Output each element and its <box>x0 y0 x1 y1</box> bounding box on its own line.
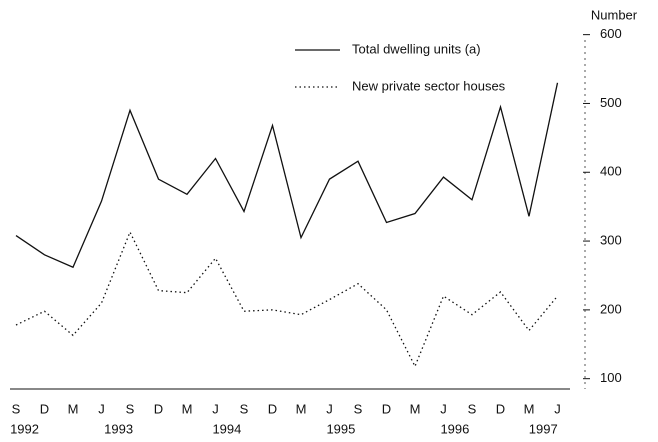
x-tick-label: M <box>182 401 193 416</box>
y-tick-label: 100 <box>600 370 622 385</box>
x-tick-label: M <box>68 401 79 416</box>
x-tick-label: D <box>154 401 163 416</box>
x-tick-label: J <box>326 401 333 416</box>
x-tick-label: D <box>40 401 49 416</box>
y-tick-label: 400 <box>600 164 622 179</box>
x-tick-label: D <box>496 401 505 416</box>
series-line <box>15 230 559 368</box>
series-line <box>15 82 559 269</box>
legend-label: New private sector houses <box>352 78 506 93</box>
year-label: 1992 <box>10 421 39 436</box>
x-tick-label: M <box>410 401 421 416</box>
x-tick-label: S <box>240 401 249 416</box>
year-label: 1994 <box>212 421 241 436</box>
year-label: 1996 <box>440 421 469 436</box>
x-tick-label: M <box>296 401 307 416</box>
x-tick-label: S <box>12 401 21 416</box>
x-tick-label: D <box>382 401 391 416</box>
x-tick-label: J <box>440 401 447 416</box>
year-label: 1993 <box>104 421 133 436</box>
y-tick-label: 200 <box>600 301 622 316</box>
year-label: 1997 <box>529 421 558 436</box>
x-tick-label: S <box>468 401 477 416</box>
y-tick-label: 300 <box>600 233 622 248</box>
x-tick-label: J <box>98 401 105 416</box>
x-tick-label: J <box>212 401 219 416</box>
legend-label: Total dwelling units (a) <box>352 41 481 56</box>
y-tick-label: 600 <box>600 26 622 41</box>
x-tick-label: M <box>524 401 535 416</box>
x-tick-label: J <box>554 401 561 416</box>
y-tick-label: 500 <box>600 95 622 110</box>
year-label: 1995 <box>326 421 355 436</box>
x-tick-label: S <box>354 401 363 416</box>
y-axis-label: Number <box>591 7 638 22</box>
x-tick-label: S <box>126 401 135 416</box>
x-tick-label: D <box>268 401 277 416</box>
